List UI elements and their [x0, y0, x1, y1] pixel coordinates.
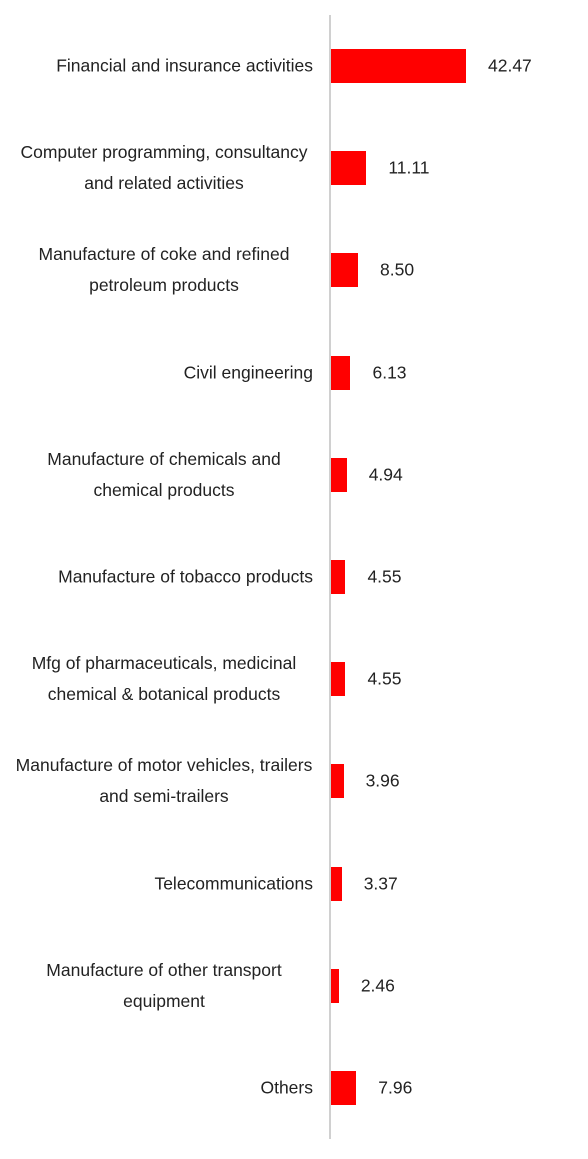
value-label: 8.50	[380, 259, 415, 280]
category-label: Civil engineering	[183, 362, 313, 383]
bar	[331, 764, 344, 799]
axis-line	[329, 15, 331, 1139]
category-label: Manufacture of coke and refined petroleu…	[38, 244, 290, 296]
bar	[331, 253, 359, 288]
value-label: 6.13	[372, 362, 407, 383]
category-label: Financial and insurance activities	[56, 55, 313, 76]
value-label: 3.37	[363, 873, 398, 894]
bar	[331, 560, 346, 594]
bar	[331, 662, 346, 697]
value-label: 4.94	[368, 464, 403, 485]
bar	[331, 457, 347, 492]
bar	[331, 355, 351, 390]
category-label: Manufacture of motor vehicles, trailers …	[15, 755, 313, 807]
category-label: Computer programming, consultancy and re…	[20, 142, 308, 194]
category-label: Manufacture of tobacco products	[58, 566, 313, 587]
bar	[331, 1071, 357, 1105]
value-label: 3.96	[365, 770, 400, 791]
bar	[331, 968, 339, 1003]
bar	[331, 151, 367, 186]
value-label: 7.96	[378, 1077, 413, 1098]
value-label: 2.46	[360, 975, 395, 996]
bar	[331, 866, 342, 901]
category-label: Others	[260, 1077, 313, 1098]
category-label: Manufacture of other transport equipment	[46, 959, 282, 1011]
value-label: 42.47	[488, 55, 532, 76]
value-label: 4.55	[367, 668, 402, 689]
bar	[331, 49, 466, 83]
value-label: 4.55	[367, 566, 402, 587]
category-label: Telecommunications	[154, 873, 313, 894]
category-label: Manufacture of chemicals and chemical pr…	[47, 448, 281, 500]
value-label: 11.11	[388, 157, 430, 178]
category-label: Mfg of pharmaceuticals, medicinal chemic…	[31, 653, 297, 705]
